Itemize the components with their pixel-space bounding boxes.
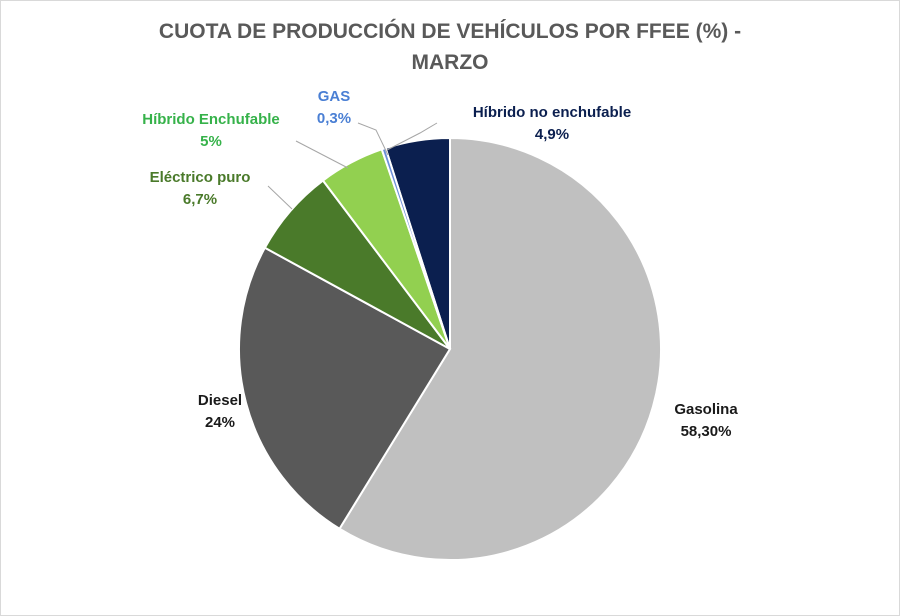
leader-line-gas (357, 122, 389, 156)
slice-value-diesel: 24% (205, 414, 235, 431)
leader-line-hibrido-no-enchufable (386, 122, 438, 151)
slice-label-gas: GAS (318, 88, 351, 105)
slice-label-gasolina: Gasolina (674, 401, 738, 418)
slice-value-gas: 0,3% (317, 110, 351, 127)
slice-value-electrico-puro: 6,7% (183, 191, 217, 208)
pie-slice-gas (380, 146, 451, 350)
pie-slice-diesel (238, 246, 452, 531)
chart-title-line-1: CUOTA DE PRODUCCIÓN DE VEHÍCULOS POR FFE… (158, 20, 742, 43)
leader-line-hibrido-enchufable (295, 140, 349, 169)
slice-label-electrico-puro: Eléctrico puro (150, 169, 251, 186)
slice-value-hibrido-enchufable: 5% (200, 133, 222, 150)
pie-slice-gasolina (338, 136, 662, 561)
chart-title-line-2: MARZO (411, 51, 489, 74)
slice-label-hibrido-no-enchufable: Híbrido no enchufable (473, 104, 631, 121)
slice-value-hibrido-no-enchufable: 4,9% (535, 126, 569, 143)
leader-line-electrico-puro (267, 185, 293, 210)
slice-label-diesel: Diesel (198, 392, 242, 409)
slice-value-gasolina: 58,30% (681, 423, 732, 440)
slice-label-hibrido-enchufable: Híbrido Enchufable (142, 111, 280, 128)
